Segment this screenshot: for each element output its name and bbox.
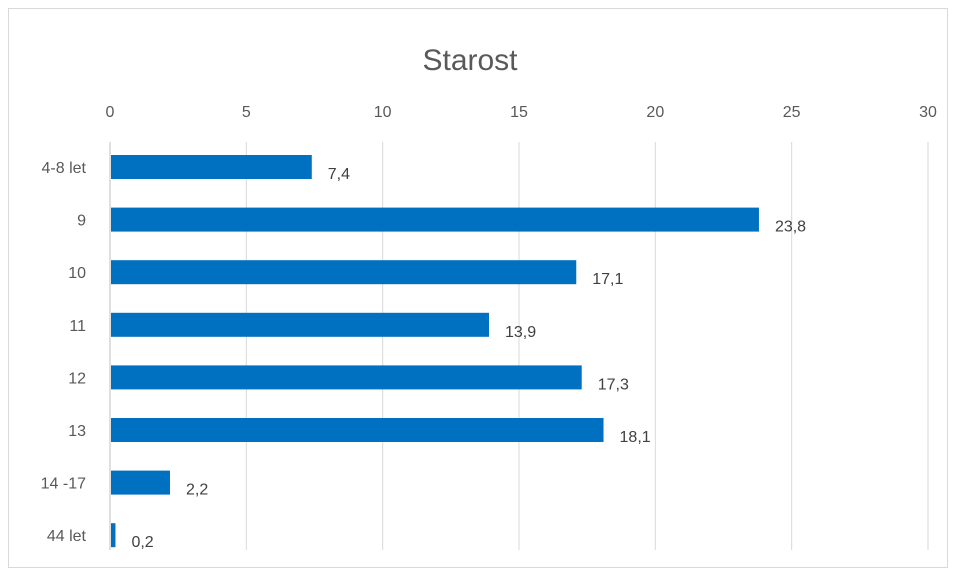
category-label: 13 <box>68 423 86 440</box>
data-label: 7,4 <box>328 166 350 183</box>
bar <box>111 155 312 179</box>
bar <box>111 470 170 495</box>
category-label: 12 <box>68 370 86 387</box>
category-label: 14 -17 <box>41 476 86 493</box>
category-label: 10 <box>68 265 86 282</box>
category-label: 11 <box>69 318 86 335</box>
x-tick-label: 15 <box>510 104 528 121</box>
x-tick-label: 25 <box>783 104 801 121</box>
data-label: 17,1 <box>592 271 623 288</box>
x-tick-label: 0 <box>106 104 115 121</box>
category-label: 9 <box>77 213 86 230</box>
bar <box>111 312 490 337</box>
data-label: 18,1 <box>620 429 651 446</box>
data-label: 13,9 <box>505 324 536 341</box>
bar <box>111 365 582 390</box>
category-label: 44 let <box>47 528 87 545</box>
x-tick-label: 10 <box>374 104 392 121</box>
x-tick-label: 20 <box>646 104 664 121</box>
bar <box>111 260 577 285</box>
category-labels: 4-8 let 9 10 11 12 13 14 -17 44 let <box>41 160 87 545</box>
data-label: 17,3 <box>598 376 629 393</box>
x-tick-label: 30 <box>919 104 937 121</box>
bar <box>111 523 116 548</box>
bars <box>111 155 759 548</box>
data-label: 0,2 <box>131 534 153 551</box>
grid-lines <box>109 142 929 550</box>
x-tick-label: 5 <box>242 104 251 121</box>
x-tick-labels: 0 5 10 15 20 25 30 <box>106 104 937 121</box>
chart-title: Starost <box>422 44 518 77</box>
category-label: 4-8 let <box>42 160 87 177</box>
data-label: 2,2 <box>186 482 208 499</box>
value-labels: 7,4 23,8 17,1 13,9 17,3 18,1 2,2 0,2 <box>131 166 806 551</box>
bar <box>111 418 604 442</box>
data-label: 23,8 <box>775 219 806 236</box>
bar <box>111 207 759 232</box>
